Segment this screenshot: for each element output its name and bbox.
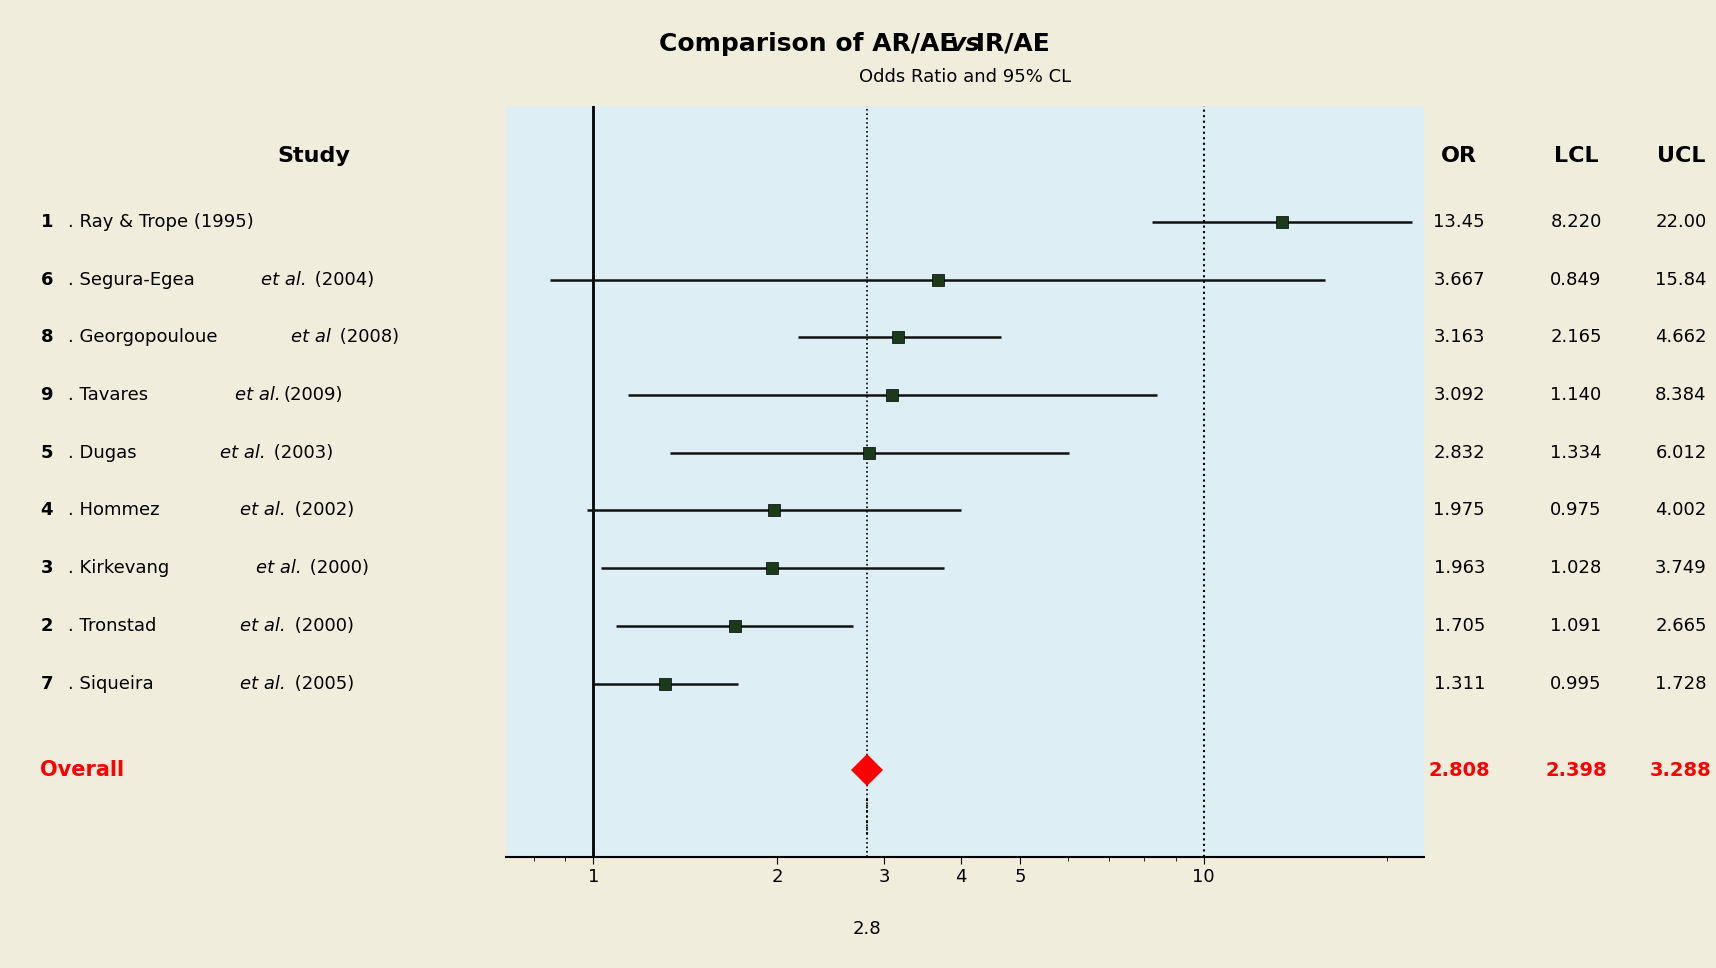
Text: (2000): (2000) (304, 560, 369, 577)
Text: . Ray & Trope (1995): . Ray & Trope (1995) (69, 213, 254, 231)
Text: . Siqueira: . Siqueira (69, 675, 160, 692)
Text: et al.: et al. (261, 271, 307, 288)
Text: 7: 7 (41, 675, 53, 692)
Text: 8: 8 (41, 328, 53, 347)
Text: 3.092: 3.092 (1433, 386, 1484, 404)
Text: 2.165: 2.165 (1550, 328, 1601, 347)
Text: et al.: et al. (235, 386, 281, 404)
Text: et al.: et al. (240, 617, 287, 635)
Text: IR/AE: IR/AE (968, 32, 1050, 55)
Text: . Kirkevang: . Kirkevang (69, 560, 175, 577)
Text: (2002): (2002) (288, 501, 353, 520)
Text: 8.220: 8.220 (1550, 213, 1601, 231)
Text: 3.749: 3.749 (1656, 560, 1707, 577)
Text: 1.091: 1.091 (1550, 617, 1601, 635)
Text: 4: 4 (41, 501, 53, 520)
Text: 3.163: 3.163 (1433, 328, 1484, 347)
Text: vs: vs (949, 32, 982, 55)
Text: (2004): (2004) (309, 271, 374, 288)
Text: (2008): (2008) (335, 328, 400, 347)
Text: 0.849: 0.849 (1550, 271, 1601, 288)
Text: et al.: et al. (240, 501, 287, 520)
Text: 6.012: 6.012 (1656, 443, 1707, 462)
Text: OR: OR (1441, 145, 1477, 166)
Text: . Hommez: . Hommez (69, 501, 165, 520)
Text: 1.963: 1.963 (1433, 560, 1484, 577)
Text: (2009): (2009) (283, 386, 343, 404)
Text: (2003): (2003) (268, 443, 333, 462)
Text: . Georgopouloue: . Georgopouloue (69, 328, 223, 347)
Text: 13.45: 13.45 (1433, 213, 1484, 231)
Text: Study: Study (278, 145, 350, 166)
Text: 22.00: 22.00 (1656, 213, 1707, 231)
Text: 2: 2 (41, 617, 53, 635)
Text: 2.665: 2.665 (1656, 617, 1707, 635)
Text: UCL: UCL (1656, 145, 1706, 166)
Text: 1: 1 (41, 213, 53, 231)
Text: 3: 3 (41, 560, 53, 577)
Text: 4.002: 4.002 (1656, 501, 1707, 520)
Text: Comparison of AR/AE: Comparison of AR/AE (659, 32, 964, 55)
Text: et al.: et al. (220, 443, 266, 462)
Text: 0.975: 0.975 (1550, 501, 1601, 520)
Text: LCL: LCL (1553, 145, 1598, 166)
Text: (2005): (2005) (288, 675, 353, 692)
Text: 3.667: 3.667 (1433, 271, 1484, 288)
Text: et al.: et al. (256, 560, 302, 577)
Text: 1.311: 1.311 (1433, 675, 1484, 692)
Text: 0.995: 0.995 (1550, 675, 1601, 692)
Text: 1.728: 1.728 (1656, 675, 1707, 692)
Text: Odds Ratio and 95% CL: Odds Ratio and 95% CL (860, 69, 1071, 86)
Text: 3.288: 3.288 (1651, 761, 1713, 779)
Text: et al: et al (292, 328, 331, 347)
Text: 9: 9 (41, 386, 53, 404)
Text: 2.808: 2.808 (1428, 761, 1489, 779)
Text: 1.975: 1.975 (1433, 501, 1484, 520)
Text: 1.705: 1.705 (1433, 617, 1484, 635)
Text: 15.84: 15.84 (1656, 271, 1707, 288)
Text: . Dugas: . Dugas (69, 443, 142, 462)
Text: et al.: et al. (240, 675, 287, 692)
Text: . Tavares: . Tavares (69, 386, 154, 404)
Text: 6: 6 (41, 271, 53, 288)
Text: 8.384: 8.384 (1656, 386, 1707, 404)
Text: 1.028: 1.028 (1550, 560, 1601, 577)
Text: 5: 5 (41, 443, 53, 462)
Text: (2000): (2000) (288, 617, 353, 635)
Text: 2.398: 2.398 (1544, 761, 1606, 779)
Text: . Tronstad: . Tronstad (69, 617, 163, 635)
Text: 4.662: 4.662 (1656, 328, 1707, 347)
Text: 1.140: 1.140 (1550, 386, 1601, 404)
Text: Overall: Overall (41, 760, 125, 780)
Text: 2.832: 2.832 (1433, 443, 1484, 462)
Text: 2.8: 2.8 (853, 921, 882, 938)
Text: 1.334: 1.334 (1550, 443, 1601, 462)
Text: . Segura-Egea: . Segura-Egea (69, 271, 201, 288)
